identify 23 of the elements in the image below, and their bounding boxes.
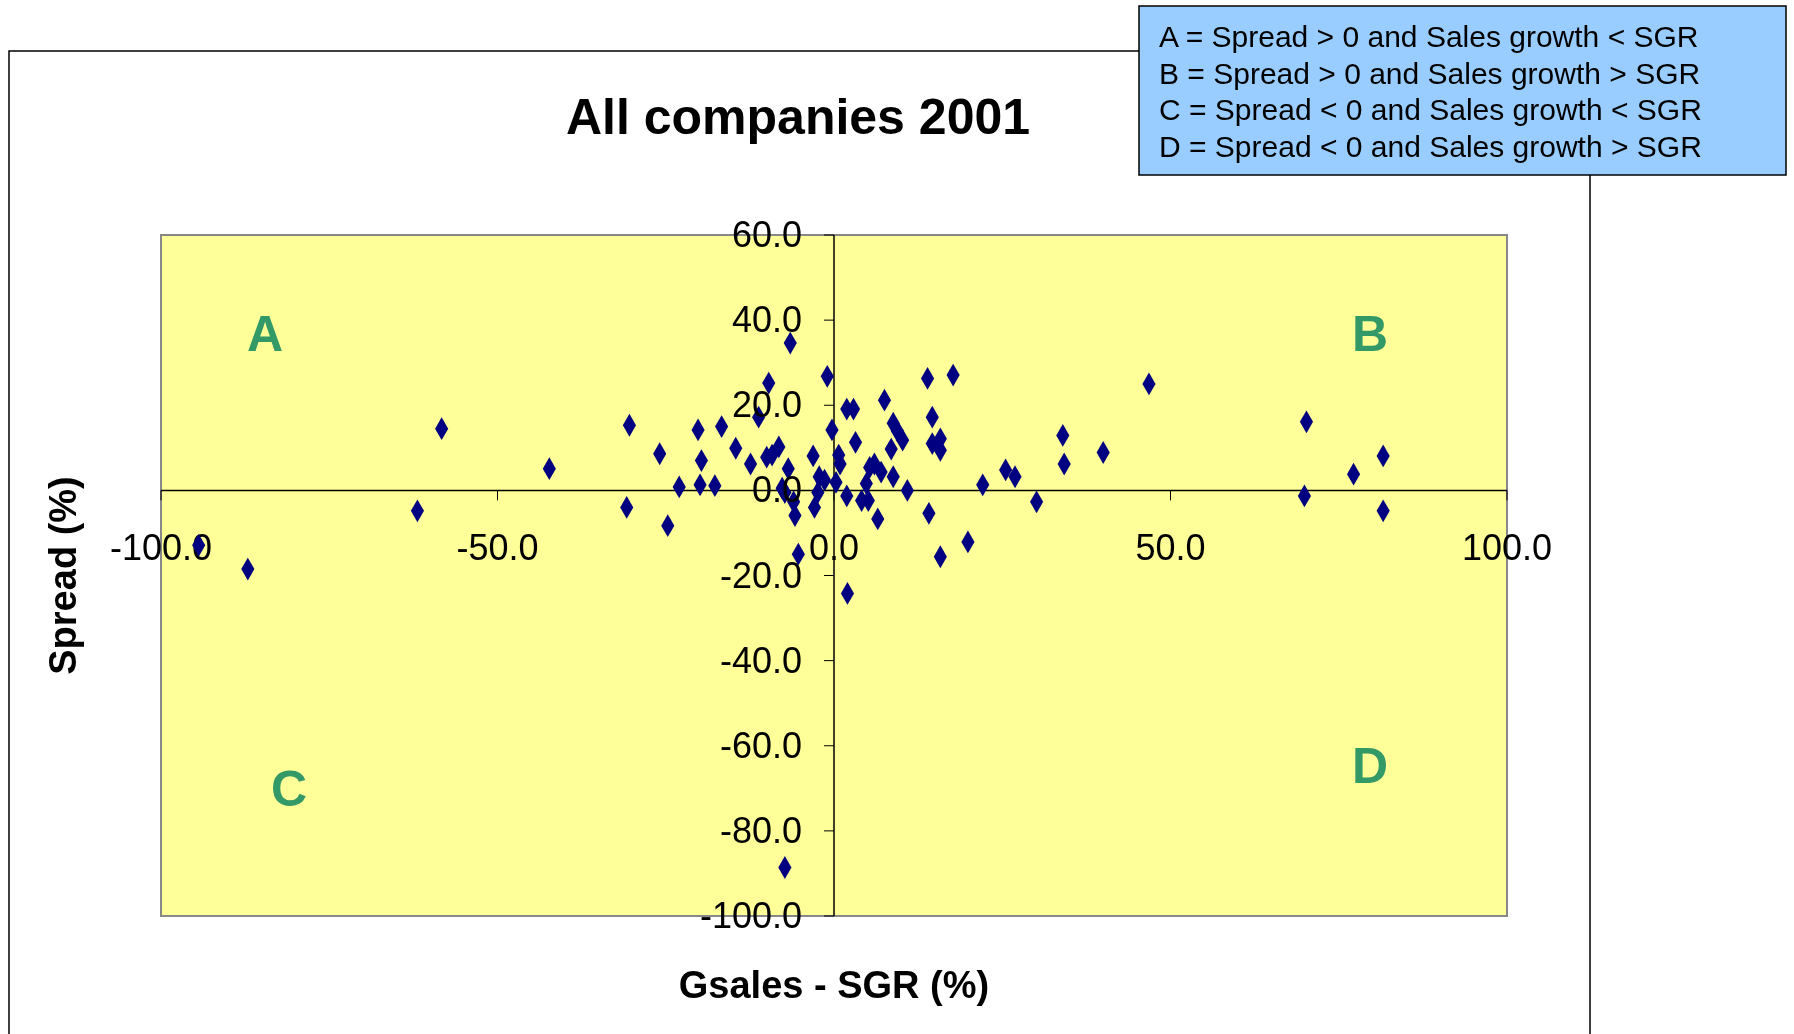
- y-tick-label: 40.0: [731, 299, 802, 341]
- x-tick-label: -50.0: [456, 527, 539, 569]
- annotation: C: [270, 761, 308, 818]
- y-tick-label: -20.0: [719, 554, 802, 596]
- y-axis-title: Spread (%): [42, 476, 84, 675]
- text: B = Spread > 0 and Sales growth > SGR: [1159, 56, 1701, 90]
- y-tick-label: 20.0: [731, 384, 802, 426]
- y-tick-label: -100.0: [699, 895, 802, 936]
- y-tick-label: 60.0: [731, 214, 802, 255]
- y-tick-label: -40.0: [719, 639, 802, 681]
- text: A = Spread > 0 and Sales growth < SGR: [1159, 20, 1699, 53]
- annotation: A: [246, 306, 284, 363]
- annotation: D: [1351, 738, 1389, 795]
- annotation: B: [1351, 306, 1389, 363]
- text: D = Spread < 0 and Sales growth > SGR: [1159, 129, 1702, 163]
- y-tick-label: -80.0: [719, 809, 802, 851]
- x-tick-label: 100.0: [1461, 527, 1553, 569]
- x-tick-label: -100.0: [109, 527, 213, 569]
- chart-title: All companies 2001: [565, 89, 1031, 145]
- x-axis-title: Gsales - SGR (%): [678, 964, 990, 1006]
- x-tick-label: 50.0: [1135, 527, 1206, 569]
- text: C = Spread < 0 and Sales growth < SGR: [1159, 93, 1702, 126]
- y-tick-label: -60.0: [719, 724, 802, 766]
